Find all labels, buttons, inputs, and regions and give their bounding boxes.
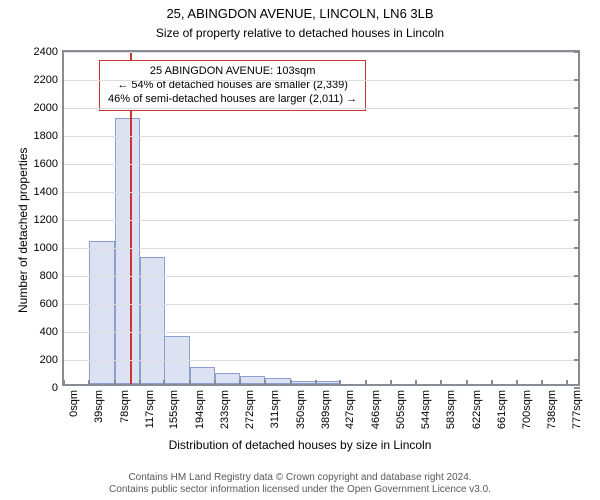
ytick-mark bbox=[574, 387, 580, 389]
xtick-mark bbox=[139, 380, 141, 386]
plot-area: 25 ABINGDON AVENUE: 103sqm ← 54% of deta… bbox=[62, 50, 580, 386]
gridline bbox=[64, 108, 578, 109]
info-line-3: 46% of semi-detached houses are larger (… bbox=[108, 93, 357, 107]
chart-title: 25, ABINGDON AVENUE, LINCOLN, LN6 3LB bbox=[0, 6, 600, 21]
xtick-mark bbox=[440, 380, 442, 386]
gridline bbox=[64, 276, 578, 277]
ytick-label: 1000 bbox=[34, 242, 58, 254]
ytick-label: 1600 bbox=[34, 158, 58, 170]
gridline bbox=[64, 220, 578, 221]
histogram-bar bbox=[190, 367, 215, 384]
xtick-label: 350sqm bbox=[295, 390, 307, 429]
ytick-mark bbox=[574, 303, 580, 305]
footer: Contains HM Land Registry data © Crown c… bbox=[0, 472, 600, 496]
xtick-label: 583sqm bbox=[445, 390, 457, 429]
xtick-mark bbox=[114, 380, 116, 386]
ytick-mark bbox=[574, 79, 580, 81]
xtick-mark bbox=[290, 380, 292, 386]
info-line-1: 25 ABINGDON AVENUE: 103sqm bbox=[108, 65, 357, 79]
xtick-mark bbox=[214, 380, 216, 386]
xtick-mark bbox=[541, 380, 543, 386]
ytick-label: 800 bbox=[40, 270, 58, 282]
ytick-mark bbox=[574, 247, 580, 249]
ytick-mark bbox=[574, 51, 580, 53]
ytick-mark bbox=[574, 331, 580, 333]
ytick-mark bbox=[574, 219, 580, 221]
xtick-label: 155sqm bbox=[168, 390, 180, 429]
xtick-label: 427sqm bbox=[344, 390, 356, 429]
xtick-label: 777sqm bbox=[571, 390, 583, 429]
ytick-label: 200 bbox=[40, 354, 58, 366]
xtick-mark bbox=[466, 380, 468, 386]
xtick-label: 117sqm bbox=[144, 390, 156, 428]
xtick-label: 311sqm bbox=[269, 390, 281, 428]
info-box: 25 ABINGDON AVENUE: 103sqm ← 54% of deta… bbox=[99, 60, 366, 111]
ytick-mark bbox=[574, 275, 580, 277]
xtick-label: 661sqm bbox=[496, 390, 508, 429]
gridline bbox=[64, 332, 578, 333]
xtick-label: 738sqm bbox=[546, 390, 558, 429]
ytick-label: 2400 bbox=[34, 46, 58, 58]
xtick-label: 700sqm bbox=[521, 390, 533, 429]
xtick-label: 622sqm bbox=[471, 390, 483, 429]
gridline bbox=[64, 192, 578, 193]
ytick-label: 0 bbox=[52, 382, 58, 394]
xtick-mark bbox=[390, 380, 392, 386]
xtick-label: 505sqm bbox=[395, 390, 407, 429]
ytick-mark bbox=[574, 191, 580, 193]
footer-line-2: Contains public sector information licen… bbox=[0, 484, 600, 496]
ytick-mark bbox=[574, 359, 580, 361]
xtick-mark bbox=[491, 380, 493, 386]
xtick-mark bbox=[339, 380, 341, 386]
xtick-mark bbox=[365, 380, 367, 386]
y-axis-label: Number of detached properties bbox=[16, 148, 30, 313]
histogram-bar bbox=[89, 241, 114, 384]
histogram-bar bbox=[215, 373, 240, 384]
gridline bbox=[64, 304, 578, 305]
xtick-mark bbox=[239, 380, 241, 386]
ytick-label: 2200 bbox=[34, 74, 58, 86]
xtick-label: 544sqm bbox=[420, 390, 432, 429]
ytick-mark bbox=[574, 107, 580, 109]
xtick-label: 272sqm bbox=[244, 390, 256, 429]
xtick-mark bbox=[415, 380, 417, 386]
histogram-bar bbox=[316, 381, 341, 385]
ytick-label: 1200 bbox=[34, 214, 58, 226]
gridline bbox=[64, 248, 578, 249]
ytick-label: 600 bbox=[40, 298, 58, 310]
ytick-label: 1400 bbox=[34, 186, 58, 198]
xtick-mark bbox=[566, 380, 568, 386]
xtick-mark bbox=[516, 380, 518, 386]
histogram-bar bbox=[291, 381, 316, 385]
gridline bbox=[64, 136, 578, 137]
gridline bbox=[64, 164, 578, 165]
histogram-bar bbox=[265, 378, 290, 384]
xtick-label: 0sqm bbox=[68, 390, 80, 417]
gridline bbox=[64, 52, 578, 53]
histogram-bar bbox=[240, 376, 265, 384]
xtick-label: 39sqm bbox=[93, 390, 105, 423]
xtick-mark bbox=[63, 380, 65, 386]
ytick-mark bbox=[574, 135, 580, 137]
xtick-label: 233sqm bbox=[219, 390, 231, 429]
footer-line-1: Contains HM Land Registry data © Crown c… bbox=[0, 472, 600, 484]
xtick-label: 389sqm bbox=[320, 390, 332, 429]
xtick-label: 466sqm bbox=[370, 390, 382, 429]
xtick-label: 194sqm bbox=[194, 390, 206, 429]
ytick-label: 400 bbox=[40, 326, 58, 338]
xtick-label: 78sqm bbox=[119, 390, 131, 423]
gridline bbox=[64, 360, 578, 361]
xtick-mark bbox=[264, 380, 266, 386]
gridline bbox=[64, 80, 578, 81]
ytick-label: 2000 bbox=[34, 102, 58, 114]
x-axis-label: Distribution of detached houses by size … bbox=[0, 438, 600, 452]
ytick-mark bbox=[574, 163, 580, 165]
xtick-mark bbox=[88, 380, 90, 386]
chart-subtitle: Size of property relative to detached ho… bbox=[0, 26, 600, 40]
xtick-mark bbox=[315, 380, 317, 386]
ytick-label: 1800 bbox=[34, 130, 58, 142]
xtick-mark bbox=[163, 380, 165, 386]
histogram-bar bbox=[115, 118, 140, 384]
xtick-mark bbox=[189, 380, 191, 386]
